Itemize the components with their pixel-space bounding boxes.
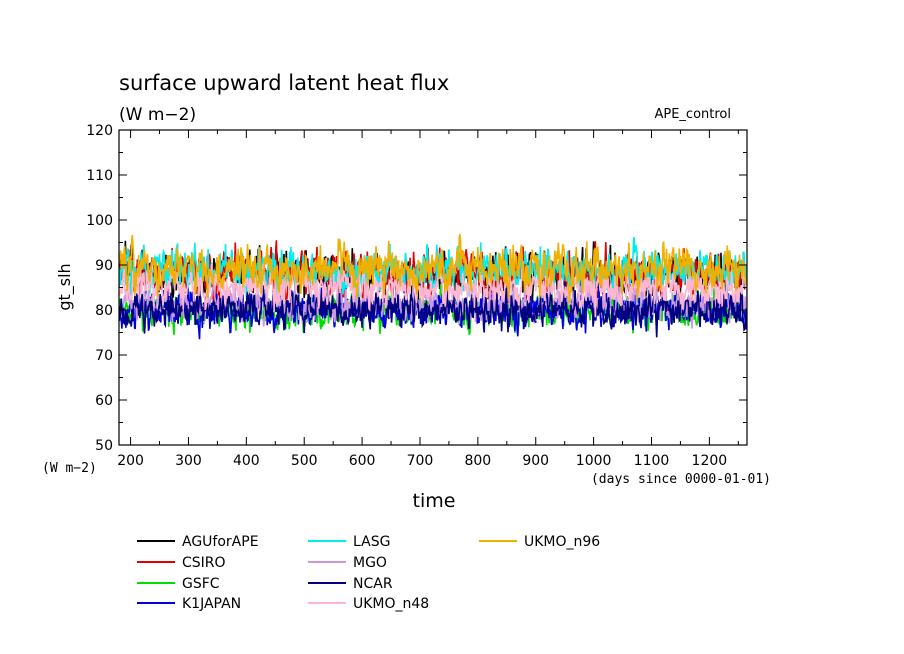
legend-item: LASG [308, 534, 390, 550]
legend-item: GSFC [137, 576, 220, 592]
legend-item: AGUforAPE [137, 534, 259, 550]
legend-item: K1JAPAN [137, 596, 241, 612]
legend-label: AGUforAPE [182, 534, 259, 550]
chart-title: surface upward latent heat flux [119, 71, 449, 95]
x-tick-label: 500 [291, 453, 318, 469]
y-axis-label: gt_slh [55, 263, 75, 310]
x-tick-label: 400 [233, 453, 260, 469]
y-tick-label: 100 [86, 213, 113, 229]
y-tick-label: 80 [95, 303, 113, 319]
legend-label: LASG [353, 534, 390, 550]
y-tick-label: 70 [95, 348, 113, 364]
legend: AGUforAPE CSIRO GSFC K1JAPAN LASG MGO NCAR UKMO… [137, 534, 600, 612]
legend-item: NCAR [308, 576, 393, 592]
run-label: APE_control [654, 107, 731, 122]
y-tick-label: 60 [95, 393, 113, 409]
legend-label: UKMO_n96 [524, 534, 600, 550]
x-tick-label: 600 [349, 453, 376, 469]
y-tick-label: 110 [86, 168, 113, 184]
x-tick-label: 700 [407, 453, 434, 469]
y-tick-label: 120 [86, 123, 113, 139]
x-axis: 200 300 400 500 600 700 800 900 1000 1100 1200 [117, 130, 739, 469]
legend-item: UKMO_n96 [479, 534, 600, 550]
x-tick-label: 1000 [576, 453, 612, 469]
legend-label: UKMO_n48 [353, 596, 429, 612]
x-origin-label: (days since 0000-01-01) [591, 472, 771, 487]
x-tick-label: 200 [117, 453, 144, 469]
x-tick-label: 900 [522, 453, 549, 469]
y-tick-label: 90 [95, 258, 113, 274]
series-line-ukmo-n96 [119, 234, 747, 304]
legend-label: K1JAPAN [182, 596, 241, 612]
x-tick-label: 800 [464, 453, 491, 469]
legend-label: NCAR [353, 576, 393, 592]
x-tick-label: 300 [175, 453, 202, 469]
series-line-ncar [119, 280, 747, 338]
chart-subtitle: (W m−2) [119, 105, 196, 125]
plot-lines [119, 234, 747, 340]
series-line-ukmo-n48 [119, 260, 747, 318]
legend-label: MGO [353, 555, 387, 571]
x-tick-label: 1200 [692, 453, 728, 469]
legend-item: MGO [308, 555, 387, 571]
y-axis: 50 60 70 80 90 100 110 120 [86, 123, 747, 454]
y-tick-label: 50 [95, 438, 113, 454]
legend-item: UKMO_n48 [308, 596, 429, 612]
legend-label: CSIRO [182, 555, 226, 571]
legend-label: GSFC [182, 576, 220, 592]
x-tick-label: 1100 [634, 453, 670, 469]
legend-item: CSIRO [137, 555, 226, 571]
x-unit-label: (W m−2) [42, 461, 97, 476]
x-axis-label: time [413, 490, 456, 512]
